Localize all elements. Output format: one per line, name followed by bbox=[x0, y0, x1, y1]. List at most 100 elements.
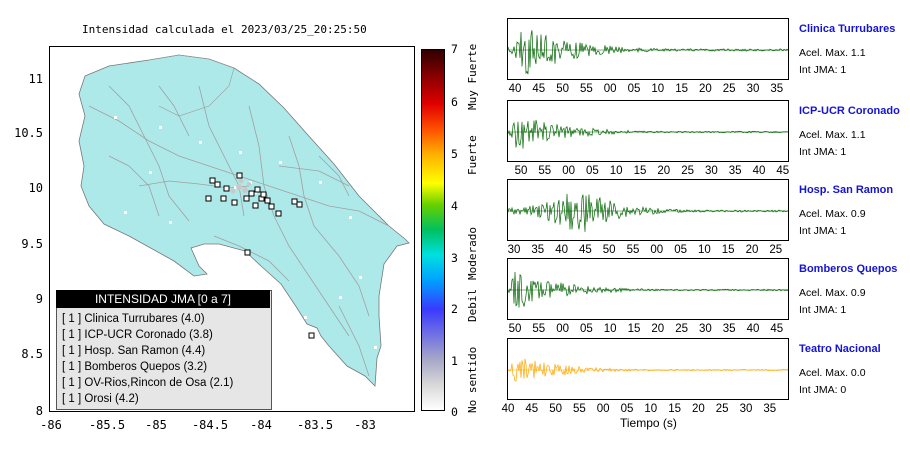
time-tick-label: 00 bbox=[650, 244, 664, 256]
waveform bbox=[508, 358, 788, 382]
colorbar-label-debil: Debil bbox=[466, 288, 479, 322]
time-tick-label: 10 bbox=[609, 165, 623, 177]
time-tick-label: 55 bbox=[572, 403, 586, 415]
station-jma: Int JMA: 1 bbox=[799, 64, 847, 76]
map-xtick: -86 bbox=[40, 418, 62, 432]
time-tick-label: 00 bbox=[556, 323, 569, 335]
waveform bbox=[508, 30, 788, 75]
time-tick-label: 00 bbox=[562, 165, 575, 177]
time-tick-label: 20 bbox=[698, 83, 712, 95]
legend-header: INTENSIDAD JMA [0 a 7] bbox=[56, 290, 270, 308]
time-tick-label: 35 bbox=[531, 244, 545, 256]
station-accel: Acel. Max. 0.9 bbox=[799, 287, 866, 299]
colorbar-label-moderado: Moderado bbox=[466, 227, 479, 280]
map-ytick: 9.5 bbox=[21, 237, 43, 251]
time-tick-label: 45 bbox=[578, 244, 592, 256]
time-tick-label: 30 bbox=[746, 83, 760, 95]
time-tick-label: 50 bbox=[602, 244, 616, 256]
time-tick-label: 35 bbox=[763, 403, 777, 415]
time-tick-label: 35 bbox=[770, 83, 784, 95]
seismogram-panel bbox=[507, 258, 789, 320]
legend-item: [ 1 ] OV-Rios,Rincon de Osa (2.1) bbox=[62, 377, 234, 389]
time-tick-label: 20 bbox=[657, 165, 671, 177]
time-tick-label: 50 bbox=[508, 323, 522, 335]
station-jma: Int JMA: 1 bbox=[799, 225, 847, 237]
time-tick-label: 45 bbox=[770, 323, 784, 335]
map-title: Intensidad calculada el 2023/03/25_20:25… bbox=[82, 23, 367, 36]
station-accel: Acel. Max. 0.0 bbox=[799, 367, 866, 379]
colorbar-number: 1 bbox=[451, 354, 458, 368]
time-tick-label: 40 bbox=[501, 403, 515, 415]
map-xtick: -84.5 bbox=[191, 418, 229, 432]
time-tick-label: 25 bbox=[769, 244, 783, 256]
station-accel: Acel. Max. 1.1 bbox=[799, 129, 866, 141]
station-name: Hosp. San Ramon bbox=[799, 184, 894, 196]
time-tick-label: 15 bbox=[668, 403, 681, 415]
map-xtick: -83.5 bbox=[296, 418, 334, 432]
x-axis-label: Tiempo (s) bbox=[620, 416, 677, 430]
legend-item: [ 1 ] Clinica Turrubares (4.0) bbox=[62, 313, 205, 325]
time-tick-label: 30 bbox=[507, 244, 521, 256]
seismogram-panel bbox=[507, 18, 789, 80]
colorbar-number: 5 bbox=[451, 147, 458, 161]
colorbar-label-muy-fuerte: Muy Fuerte bbox=[466, 43, 479, 110]
map-xtick: -85 bbox=[145, 418, 167, 432]
time-tick-label: 40 bbox=[508, 83, 522, 95]
waveform-trace bbox=[508, 271, 788, 308]
waveform bbox=[508, 119, 788, 149]
map-xtick: -85.5 bbox=[88, 418, 126, 432]
time-tick-label: 35 bbox=[722, 323, 736, 335]
time-tick-label: 50 bbox=[549, 403, 562, 415]
legend-item: [ 1 ] ICP-UCR Coronado (3.8) bbox=[62, 329, 213, 341]
map-xtick: -84 bbox=[250, 418, 272, 432]
station-name: Teatro Nacional bbox=[799, 343, 881, 355]
legend-item: [ 1 ] Bomberos Quepos (3.2) bbox=[62, 361, 208, 373]
waveform-trace bbox=[508, 30, 788, 75]
waveform-trace bbox=[508, 193, 788, 232]
colorbar-number: 6 bbox=[451, 95, 458, 109]
station-name: Clinica Turrubares bbox=[799, 23, 896, 35]
time-tick-label: 05 bbox=[579, 323, 593, 335]
colorbar-number: 4 bbox=[451, 199, 458, 213]
city-cluster bbox=[230, 178, 251, 194]
map-ytick: 10 bbox=[28, 181, 43, 195]
time-tick-label: 45 bbox=[776, 165, 790, 177]
time-tick-label: 25 bbox=[715, 403, 729, 415]
time-tick-label: 40 bbox=[555, 244, 568, 256]
time-tick-label: 55 bbox=[532, 323, 546, 335]
time-tick-label: 55 bbox=[626, 244, 640, 256]
time-tick-label: 10 bbox=[603, 323, 617, 335]
colorbar-number: 3 bbox=[451, 251, 458, 265]
time-tick-label: 25 bbox=[675, 323, 688, 335]
time-tick-label: 40 bbox=[746, 323, 760, 335]
time-tick-label: 10 bbox=[644, 403, 658, 415]
station-markers bbox=[205, 172, 315, 339]
time-tick-label: 15 bbox=[721, 244, 735, 256]
station-jma: Int JMA: 1 bbox=[799, 146, 847, 158]
colorbar-number: 2 bbox=[451, 302, 458, 316]
time-tick-label: 55 bbox=[579, 83, 593, 95]
intensity-colorbar bbox=[421, 49, 445, 411]
time-tick-label: 40 bbox=[752, 165, 766, 177]
time-tick-label: 05 bbox=[627, 83, 641, 95]
time-tick-label: 30 bbox=[698, 323, 712, 335]
time-tick-label: 00 bbox=[603, 83, 617, 95]
time-tick-label: 15 bbox=[675, 83, 688, 95]
colorbar-number: 0 bbox=[451, 405, 458, 419]
station-jma: Int JMA: 0 bbox=[799, 384, 847, 396]
station-jma: Int JMA: 1 bbox=[799, 304, 847, 316]
waveform-trace bbox=[508, 119, 788, 149]
time-tick-label: 45 bbox=[532, 83, 546, 95]
legend-item: [ 1 ] Orosi (4.2) bbox=[62, 393, 139, 405]
colorbar-label-no-sentido: No sentido bbox=[466, 346, 479, 413]
station-name: ICP-UCR Coronado bbox=[799, 105, 900, 117]
waveform-trace bbox=[508, 358, 788, 382]
time-tick-label: 50 bbox=[514, 165, 528, 177]
time-tick-label: 15 bbox=[633, 165, 647, 177]
time-tick-label: 20 bbox=[745, 244, 759, 256]
time-tick-label: 35 bbox=[728, 165, 742, 177]
waveform bbox=[508, 193, 788, 232]
time-tick-label: 10 bbox=[651, 83, 665, 95]
map-ytick: 10.5 bbox=[14, 126, 43, 140]
time-tick-label: 25 bbox=[681, 165, 694, 177]
